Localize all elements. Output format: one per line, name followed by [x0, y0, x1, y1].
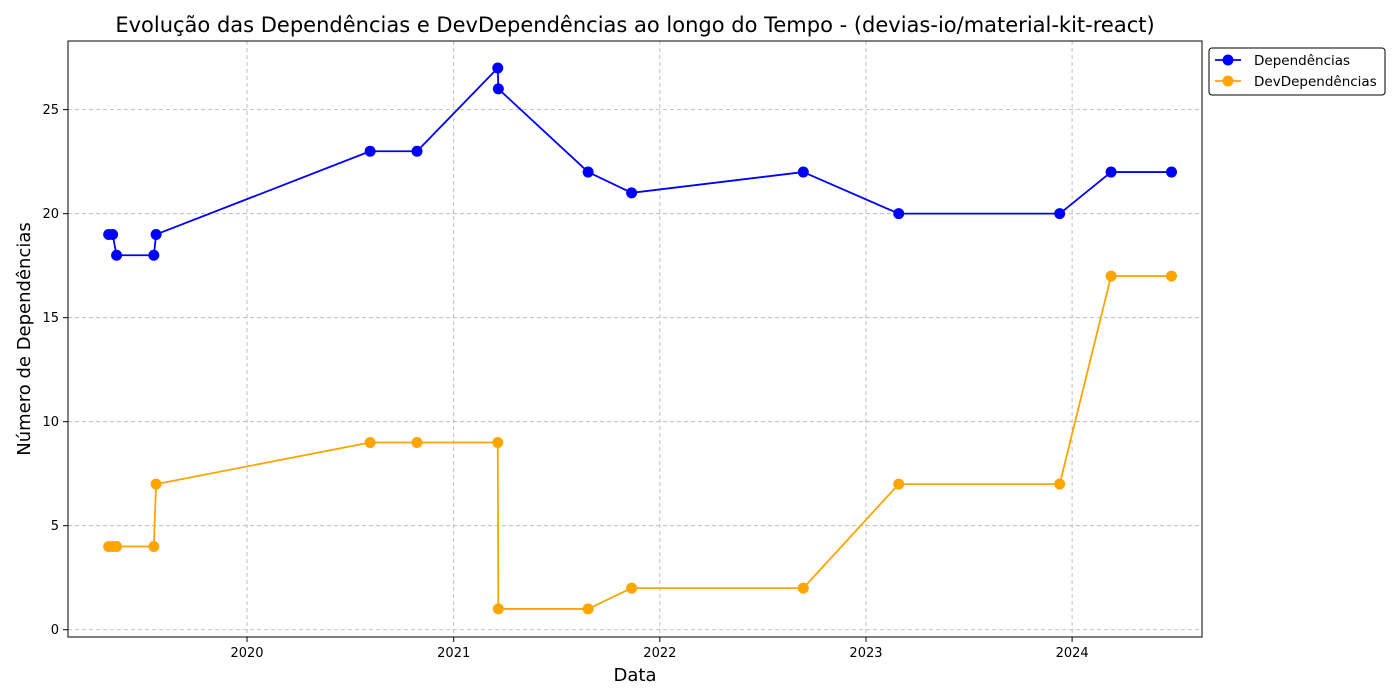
legend: Dependências DevDependências	[1208, 47, 1386, 96]
data-point-dependencias	[411, 145, 423, 157]
data-point-dependencias	[893, 208, 905, 220]
data-point-devdependencias	[626, 582, 638, 594]
x-tick-label: 2022	[643, 646, 676, 661]
data-point-devdependencias	[150, 478, 162, 490]
legend-marker-devdependencias	[1222, 75, 1234, 87]
data-point-devdependencias	[1166, 270, 1178, 282]
data-point-devdependencias	[411, 436, 423, 448]
y-tick-label: 25	[42, 103, 59, 118]
data-point-dependencias	[1105, 166, 1117, 178]
x-axis-label: Data	[614, 665, 657, 686]
data-point-devdependencias	[1054, 478, 1066, 490]
series-devdependencias	[103, 270, 1178, 615]
data-point-dependencias	[797, 166, 809, 178]
data-point-dependencias	[364, 145, 376, 157]
series-line-dependencias	[108, 67, 1172, 257]
data-point-devdependencias	[582, 603, 594, 615]
x-tick-label: 2024	[1056, 646, 1089, 661]
data-point-dependencias	[626, 187, 638, 199]
legend-marker-dependencias	[1222, 54, 1234, 66]
grid	[68, 41, 1202, 637]
x-tick-label: 2020	[230, 646, 263, 661]
series-line-devdependencias	[108, 275, 1172, 610]
data-point-dependencias	[111, 249, 123, 261]
y-tick-label: 20	[42, 207, 59, 222]
data-point-devdependencias	[1105, 270, 1117, 282]
y-tick-label: 10	[42, 415, 59, 430]
data-point-devdependencias	[893, 478, 905, 490]
legend-label-dependencias: Dependências	[1254, 53, 1350, 69]
data-point-devdependencias	[111, 541, 123, 553]
data-point-dependencias	[582, 166, 594, 178]
data-point-dependencias	[148, 249, 160, 261]
legend-label-devdependencias: DevDependências	[1254, 74, 1377, 90]
series-layer	[103, 62, 1178, 615]
data-point-devdependencias	[148, 541, 160, 553]
y-tick-label: 0	[51, 623, 59, 638]
data-point-devdependencias	[797, 582, 809, 594]
data-point-dependencias	[1166, 166, 1178, 178]
y-tick-label: 15	[42, 311, 59, 326]
data-point-devdependencias	[492, 436, 504, 448]
data-point-devdependencias	[492, 603, 504, 615]
series-dependencias	[103, 62, 1178, 261]
y-tick-label: 5	[51, 519, 59, 534]
x-tick-label: 2021	[437, 646, 470, 661]
chart-title: Evolução das Dependências e DevDependênc…	[115, 13, 1154, 37]
data-point-dependencias	[150, 228, 162, 240]
data-point-devdependencias	[364, 436, 376, 448]
data-point-dependencias	[492, 62, 504, 74]
legend-box	[1208, 47, 1386, 96]
data-point-dependencias	[492, 83, 504, 95]
y-axis-label: Número de Dependências	[14, 222, 35, 456]
ticks: 2020 2021 2022 2023 2024 0 5 10 15 20 25	[42, 103, 1088, 661]
data-point-dependencias	[1054, 208, 1066, 220]
data-point-dependencias	[107, 228, 119, 240]
x-tick-label: 2023	[849, 646, 882, 661]
plot-frame	[67, 40, 1203, 638]
